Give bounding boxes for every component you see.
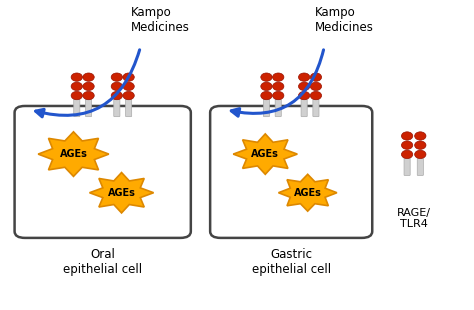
Text: AGEs: AGEs <box>108 188 136 198</box>
Text: AGEs: AGEs <box>60 149 87 159</box>
Ellipse shape <box>111 82 122 91</box>
Ellipse shape <box>123 82 134 91</box>
Text: Kampo
Medicines: Kampo Medicines <box>315 6 374 34</box>
Ellipse shape <box>310 73 321 81</box>
Ellipse shape <box>415 141 426 149</box>
FancyBboxPatch shape <box>85 99 91 117</box>
Ellipse shape <box>71 82 82 91</box>
Ellipse shape <box>273 82 284 91</box>
Polygon shape <box>278 174 337 211</box>
Polygon shape <box>90 173 154 213</box>
Ellipse shape <box>83 82 94 91</box>
FancyBboxPatch shape <box>301 99 307 117</box>
Text: Oral
epithelial cell: Oral epithelial cell <box>63 248 142 276</box>
Ellipse shape <box>71 73 82 81</box>
Ellipse shape <box>273 91 284 100</box>
FancyBboxPatch shape <box>275 99 281 117</box>
FancyBboxPatch shape <box>313 99 319 117</box>
Ellipse shape <box>83 73 94 81</box>
FancyBboxPatch shape <box>404 158 410 175</box>
Ellipse shape <box>111 73 122 81</box>
Ellipse shape <box>111 91 122 100</box>
FancyBboxPatch shape <box>264 99 270 117</box>
Ellipse shape <box>123 91 134 100</box>
Text: AGEs: AGEs <box>251 149 279 159</box>
Ellipse shape <box>415 150 426 158</box>
Ellipse shape <box>299 82 310 91</box>
Ellipse shape <box>401 150 413 158</box>
Ellipse shape <box>261 73 272 81</box>
Ellipse shape <box>401 141 413 149</box>
FancyBboxPatch shape <box>74 99 80 117</box>
Ellipse shape <box>401 132 413 140</box>
Ellipse shape <box>123 73 134 81</box>
Text: AGEs: AGEs <box>294 188 322 198</box>
Ellipse shape <box>71 91 82 100</box>
Polygon shape <box>38 132 109 176</box>
FancyBboxPatch shape <box>210 106 372 238</box>
Text: Kampo
Medicines: Kampo Medicines <box>131 6 190 34</box>
Ellipse shape <box>273 73 284 81</box>
Text: RAGE/
TLR4: RAGE/ TLR4 <box>397 208 431 229</box>
Ellipse shape <box>310 91 321 100</box>
Ellipse shape <box>261 91 272 100</box>
Ellipse shape <box>310 82 321 91</box>
FancyBboxPatch shape <box>15 106 191 238</box>
FancyBboxPatch shape <box>114 99 120 117</box>
Ellipse shape <box>299 73 310 81</box>
FancyBboxPatch shape <box>126 99 132 117</box>
Ellipse shape <box>415 132 426 140</box>
Polygon shape <box>233 134 297 174</box>
Ellipse shape <box>83 91 94 100</box>
FancyBboxPatch shape <box>417 158 423 175</box>
Ellipse shape <box>299 91 310 100</box>
Text: Gastric
epithelial cell: Gastric epithelial cell <box>252 248 331 276</box>
Ellipse shape <box>261 82 272 91</box>
